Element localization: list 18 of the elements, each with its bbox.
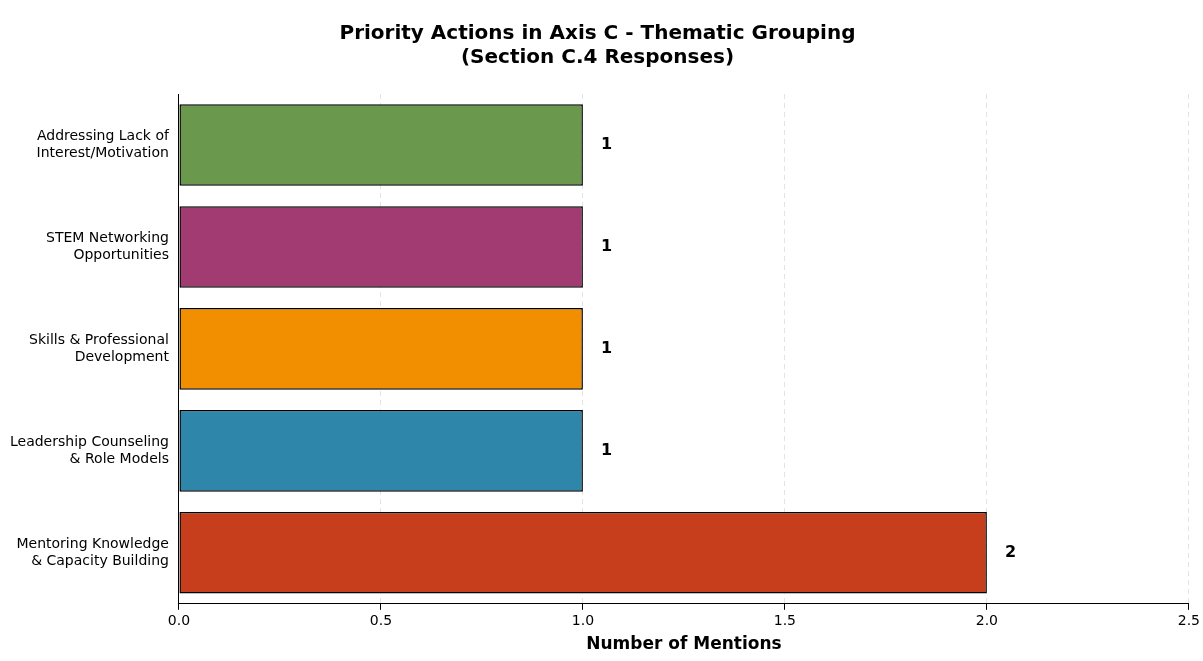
chart-title: Priority Actions in Axis C - Thematic Grouping (Section C.4 Responses): [339, 20, 856, 69]
x-tick-label: 2.0: [975, 611, 999, 628]
x-tick-label: 0.0: [167, 611, 191, 628]
data-label: 1: [600, 440, 613, 460]
x-axis-title: Number of Mentions: [586, 633, 782, 654]
x-tick-label: 0.5: [369, 611, 393, 628]
x-tick-label: 2.5: [1177, 611, 1200, 628]
y-tick-label: STEM Networking Opportunities: [46, 229, 169, 262]
y-tick-label: Leadership Counseling & Role Models: [9, 433, 169, 466]
x-tick-label: 1.5: [773, 611, 797, 628]
data-label: 2: [1004, 541, 1017, 561]
y-tick-label: Mentoring Knowledge & Capacity Building: [16, 535, 169, 568]
y-tick-label: Addressing Lack of Interest/Motivation: [36, 127, 170, 161]
y-tick-label: Skills & Professional Development: [29, 331, 170, 364]
x-tick-label: 1.0: [571, 611, 595, 628]
data-label: 1: [600, 134, 613, 154]
data-label: 1: [600, 338, 613, 358]
data-label: 1: [600, 236, 613, 256]
